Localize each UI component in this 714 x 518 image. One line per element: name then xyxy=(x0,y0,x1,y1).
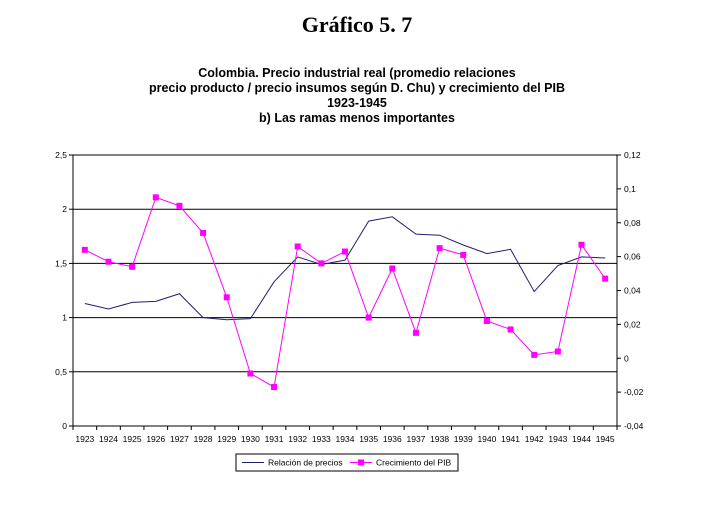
data-point xyxy=(531,351,538,358)
legend-swatch-marker xyxy=(358,459,364,466)
data-point xyxy=(129,263,136,270)
x-tick-label: 1928 xyxy=(194,434,213,444)
right-tick-label: 0,06 xyxy=(624,252,641,262)
plot-area xyxy=(81,194,609,391)
data-point xyxy=(176,202,183,209)
x-tick-label: 1932 xyxy=(288,434,307,444)
figure-heading: Gráfico 5. 7 xyxy=(301,12,413,37)
right-tick-label: 0,12 xyxy=(624,150,641,160)
left-tick-label: 1 xyxy=(62,313,67,323)
x-tick-label: 1945 xyxy=(596,434,615,444)
right-tick-label: 0,04 xyxy=(624,286,641,296)
left-axis-ticks: 0 0,5 1 1,5 2 2,5 xyxy=(55,150,73,431)
x-tick-label: 1933 xyxy=(312,434,331,444)
x-tick-label: 1943 xyxy=(548,434,567,444)
gridlines xyxy=(73,154,617,373)
data-point xyxy=(412,329,419,336)
data-point xyxy=(483,317,490,324)
x-tick-label: 1944 xyxy=(572,434,591,444)
x-tick-label: 1939 xyxy=(454,434,473,444)
data-point xyxy=(578,241,585,248)
right-axis-ticks: -0,04 -0,02 0 0,02 0,04 0,06 0,08 0,1 0,12 xyxy=(617,150,644,431)
right-tick-label: -0,02 xyxy=(624,387,644,397)
left-tick-label: 2,5 xyxy=(55,150,67,160)
chart-title-line-4: b) Las ramas menos importantes xyxy=(259,111,455,125)
data-point xyxy=(105,258,112,265)
legend-label: Relación de precios xyxy=(268,458,343,468)
data-point xyxy=(247,370,254,377)
data-point xyxy=(152,194,159,201)
chart-title-line-2: precio producto / precio insumos según D… xyxy=(148,81,566,95)
x-tick-label: 1935 xyxy=(359,434,378,444)
data-point xyxy=(436,245,443,252)
data-point xyxy=(389,265,396,272)
left-tick-label: 0,5 xyxy=(55,367,67,377)
right-tick-label: 0,02 xyxy=(624,319,641,329)
x-tick-label: 1923 xyxy=(75,434,94,444)
right-tick-label: 0,08 xyxy=(624,218,641,228)
chart-title-line-3: 1923-1945 xyxy=(327,96,387,110)
right-tick-label: 0 xyxy=(624,353,629,363)
right-tick-label: 0,1 xyxy=(624,184,636,194)
data-point xyxy=(294,243,301,250)
x-tick-label: 1942 xyxy=(525,434,544,444)
series-line xyxy=(84,196,606,388)
x-axis-ticks: 1923 1924 1925 1926 1927 1928 1929 1930 1931 1932… xyxy=(72,426,618,444)
x-tick-label: 1931 xyxy=(265,434,284,444)
data-point xyxy=(365,314,372,321)
x-tick-label: 1941 xyxy=(501,434,520,444)
data-point xyxy=(342,248,348,255)
data-point xyxy=(200,229,207,236)
x-tick-label: 1934 xyxy=(336,434,355,444)
legend-label: Crecimiento del PIB xyxy=(376,458,451,468)
legend-box xyxy=(235,453,459,472)
data-point xyxy=(554,348,561,355)
chart-title-line-1: Colombia. Precio industrial real (promed… xyxy=(198,66,516,80)
data-point xyxy=(507,326,514,333)
series-line xyxy=(84,216,606,321)
x-tick-label: 1930 xyxy=(241,434,260,444)
x-tick-label: 1924 xyxy=(99,434,118,444)
data-point xyxy=(223,294,230,301)
chart-title: Colombia. Precio industrial real (promed… xyxy=(0,66,714,126)
x-tick-label: 1929 xyxy=(217,434,236,444)
x-tick-label: 1936 xyxy=(383,434,402,444)
x-tick-label: 1938 xyxy=(430,434,449,444)
left-tick-label: 2 xyxy=(62,204,67,214)
data-point xyxy=(460,251,467,258)
right-tick-label: -0,04 xyxy=(624,421,644,431)
data-point xyxy=(318,260,325,267)
x-tick-label: 1927 xyxy=(170,434,189,444)
x-tick-label: 1925 xyxy=(123,434,142,444)
left-tick-label: 1,5 xyxy=(55,258,67,268)
left-tick-label: 0 xyxy=(62,421,67,431)
x-tick-label: 1940 xyxy=(477,434,496,444)
data-point xyxy=(271,384,278,391)
data-point xyxy=(602,275,609,282)
legend: Relación de precios Crecimiento del PIB xyxy=(235,453,459,472)
data-point xyxy=(81,246,88,253)
x-tick-label: 1937 xyxy=(406,434,425,444)
x-tick-label: 1926 xyxy=(146,434,165,444)
